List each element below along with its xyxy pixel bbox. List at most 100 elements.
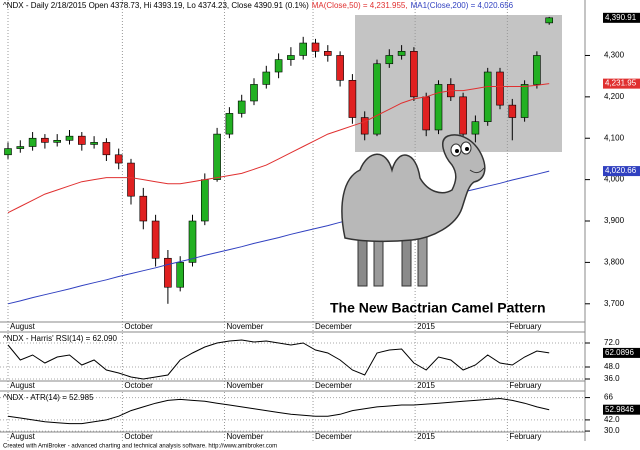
x-tick-label: 2015 bbox=[417, 322, 435, 331]
candle-body bbox=[90, 142, 98, 145]
candle-body bbox=[188, 220, 197, 263]
y-tick-label: 66 bbox=[604, 393, 613, 402]
candle-body bbox=[311, 42, 320, 52]
x-tick-label: August bbox=[10, 322, 36, 331]
x-tick-label: November bbox=[226, 432, 263, 441]
candle-body bbox=[274, 59, 283, 73]
candle-body bbox=[250, 84, 258, 102]
x-tick-label: October bbox=[124, 432, 153, 441]
candle-body bbox=[397, 51, 406, 56]
plot-layer: August October November December 2015 Februar… bbox=[0, 0, 585, 441]
candle-body bbox=[422, 96, 431, 131]
y-tick-label: 4,200 bbox=[604, 92, 625, 101]
x-tick-label: October bbox=[124, 381, 153, 390]
camel-pupil bbox=[465, 147, 469, 151]
value-tag bbox=[603, 78, 640, 89]
candle-body bbox=[336, 55, 344, 81]
candle-body bbox=[533, 55, 541, 85]
y-tick-label: 4,100 bbox=[604, 133, 625, 142]
y-tick-label: 4,300 bbox=[604, 51, 625, 60]
x-tick-label: February bbox=[509, 381, 541, 390]
highlight-box bbox=[355, 15, 562, 152]
y-tick-label: 42.0 bbox=[604, 415, 620, 424]
camel-mouth bbox=[469, 167, 485, 174]
x-tick-label: 2015 bbox=[417, 381, 435, 390]
legend-entry: MA(Close,50) = 4,231.955, bbox=[312, 1, 408, 10]
candle-body bbox=[360, 117, 369, 135]
candle-body bbox=[459, 96, 467, 135]
candle-body bbox=[410, 51, 418, 98]
x-tick-label: August bbox=[10, 381, 36, 390]
x-tick-label: February bbox=[509, 432, 541, 441]
candle-body bbox=[164, 257, 172, 288]
camel-pupil bbox=[455, 149, 459, 153]
series-line bbox=[7, 397, 550, 425]
candle-body bbox=[262, 71, 271, 85]
x-tick-label: 2015 bbox=[417, 432, 435, 441]
footer: Created with AmiBroker - advanced charti… bbox=[3, 444, 277, 450]
candle-body bbox=[102, 142, 111, 156]
x-tick-label: November bbox=[226, 322, 263, 331]
candle-body bbox=[545, 17, 554, 24]
y-tick-label: 4,000 bbox=[604, 175, 625, 184]
candle-body bbox=[4, 148, 12, 156]
candle-body bbox=[65, 135, 74, 141]
candle-body bbox=[139, 195, 148, 222]
y-tick-label: 3,900 bbox=[604, 216, 625, 225]
candle-body bbox=[483, 71, 492, 122]
value-tag-label: 4,020.66 bbox=[605, 166, 637, 175]
chart-title: ^NDX - Daily 2/18/2015 Open 4378.73, Hi … bbox=[3, 1, 309, 10]
candle-body bbox=[237, 100, 246, 114]
value-tag bbox=[603, 347, 640, 358]
value-tag-label: 4,231.95 bbox=[605, 79, 637, 88]
y-tick-label: 3,800 bbox=[604, 258, 625, 267]
candle-body bbox=[323, 51, 332, 56]
x-tick-label: February bbox=[509, 322, 541, 331]
candle-body bbox=[151, 220, 160, 259]
x-tick-label: December bbox=[315, 322, 352, 331]
x-tick-label: August bbox=[10, 432, 36, 441]
candle-body bbox=[41, 137, 49, 143]
candle-body bbox=[176, 262, 184, 288]
candle-body bbox=[16, 146, 25, 149]
legend-entry: MA1(Close,200) = 4,020.656 bbox=[411, 1, 514, 10]
candle-body bbox=[213, 133, 221, 180]
candle-body bbox=[520, 84, 529, 118]
series-line bbox=[7, 83, 550, 214]
candle-body bbox=[348, 79, 357, 118]
x-tick-label: November bbox=[226, 381, 263, 390]
y-tick-label: 3,700 bbox=[604, 299, 625, 308]
candle-body bbox=[114, 154, 123, 164]
candle-body bbox=[373, 63, 381, 135]
series-line bbox=[7, 339, 550, 380]
candle-body bbox=[287, 55, 295, 60]
candle-body bbox=[53, 140, 62, 143]
x-tick-label: October bbox=[124, 322, 153, 331]
y-tick-label: 72.0 bbox=[604, 338, 620, 347]
annotation: The New Bactrian Camel Pattern bbox=[330, 300, 546, 316]
value-tag bbox=[603, 166, 640, 177]
candle-body bbox=[28, 137, 37, 147]
candle-body bbox=[434, 84, 443, 131]
candle-body bbox=[496, 71, 504, 106]
x-tick-label: December bbox=[315, 381, 352, 390]
candle-body bbox=[225, 113, 234, 135]
chart-header: ^NDX - Daily 2/18/2015 Open 4378.73, Hi … bbox=[3, 1, 514, 10]
candle-body bbox=[508, 104, 517, 118]
value-tag bbox=[603, 12, 640, 23]
value-tag-label: 52.9846 bbox=[605, 405, 634, 414]
value-tag-label: 4,390.91 bbox=[605, 13, 637, 22]
panel-title: ^NDX - ATR(14) = 52.985 bbox=[3, 393, 94, 402]
candle-body bbox=[385, 55, 394, 65]
camel-body bbox=[341, 134, 486, 243]
camel-illustration bbox=[341, 134, 486, 287]
y-tick-label: 36.0 bbox=[604, 374, 620, 383]
candle-body bbox=[471, 121, 480, 135]
candle-body bbox=[127, 162, 135, 197]
candle-body bbox=[299, 42, 308, 56]
panel-title: ^NDX - Harris' RSI(14) = 62.090 bbox=[3, 334, 118, 343]
value-tag-label: 62.0896 bbox=[605, 348, 634, 357]
candle-body bbox=[201, 179, 209, 222]
y-tick-label: 48.0 bbox=[604, 362, 620, 371]
